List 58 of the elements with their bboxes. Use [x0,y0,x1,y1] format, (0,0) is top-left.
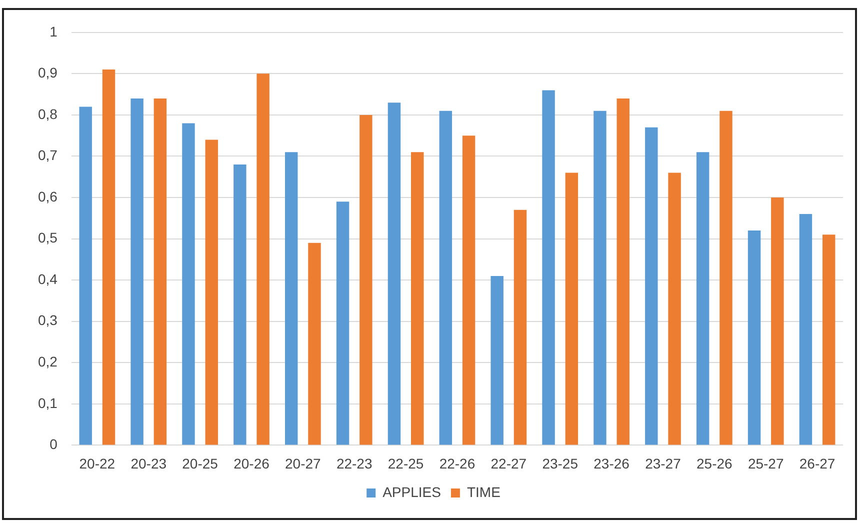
bar [256,74,270,445]
bar [514,210,527,445]
x-tick-label: 20-23 [130,455,167,472]
bar [388,102,401,445]
bar [720,110,732,445]
x-tick-label: 23-26 [594,455,630,472]
x-tick-label: 22-23 [336,455,372,472]
x-tick-label: 20-25 [182,455,218,472]
bar [462,136,476,445]
y-tick-label: 1 [50,23,58,40]
y-tick-label: 0,7 [38,147,58,164]
legend-label: APPLIES [382,484,441,500]
bar [594,110,606,445]
x-tick-label: 26-27 [799,455,836,472]
bar [79,106,92,445]
y-tick-label: 0,1 [38,394,58,411]
bar [102,70,116,445]
bar [696,152,710,445]
bar [234,164,246,445]
bar [154,98,167,445]
x-tick-label: 23-25 [542,455,578,472]
bar [771,198,784,445]
x-tick-label: 22-27 [490,455,527,472]
bar [748,230,761,445]
bar [205,140,218,445]
bar [645,127,658,445]
legend-label: TIME [466,484,500,500]
bar [799,214,812,445]
y-tick-label: 0 [50,436,58,452]
y-tick-label: 0,3 [38,312,58,328]
x-tick-label: 22-26 [439,455,476,472]
bar [182,123,195,445]
bar [130,98,144,445]
x-tick-label: 20-27 [285,455,322,472]
bar [542,90,555,445]
bar [411,152,424,445]
bar [439,110,452,445]
x-tick-label: 20-26 [234,455,270,472]
y-tick-label: 0,4 [38,270,58,287]
y-tick-label: 0,5 [38,230,58,246]
bar [822,234,836,445]
y-tick-label: 0,8 [38,106,58,122]
x-tick-label: 25-26 [696,455,733,472]
x-tick-label: 23-27 [645,455,682,472]
bar [284,152,298,445]
y-tick-label: 0,9 [38,64,58,81]
x-tick-label: 20-22 [79,455,116,472]
bar [490,276,504,445]
y-tick-label: 0,2 [38,354,58,370]
x-tick-label: 22-25 [388,455,424,472]
y-tick-label: 0,6 [38,188,58,204]
bar [565,172,578,445]
bar [360,114,372,445]
bar [616,98,630,445]
bar [308,242,321,445]
bar [668,172,681,445]
bar [336,202,350,445]
x-tick-label: 25-27 [748,455,784,472]
